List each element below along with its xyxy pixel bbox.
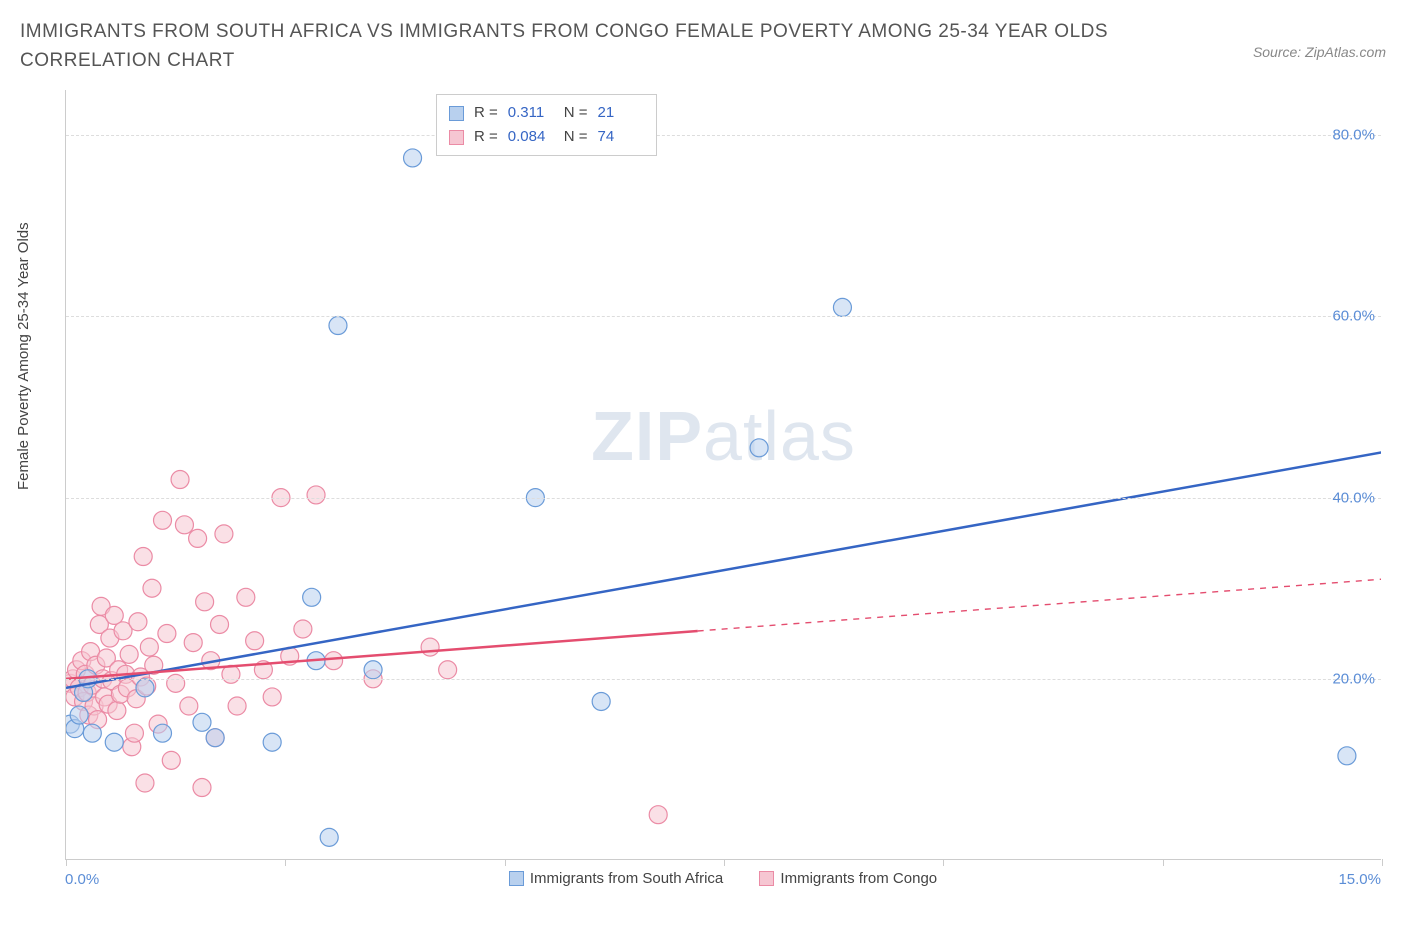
grid-line — [66, 135, 1381, 136]
data-point — [750, 439, 768, 457]
data-point — [167, 674, 185, 692]
data-point — [175, 516, 193, 534]
data-point — [364, 661, 382, 679]
data-point — [184, 634, 202, 652]
n-value-2: 74 — [598, 125, 644, 149]
data-point — [246, 632, 264, 650]
r-value-2: 0.084 — [508, 125, 554, 149]
data-point — [592, 692, 610, 710]
data-point — [196, 593, 214, 611]
grid-line — [66, 679, 1381, 680]
data-point — [140, 638, 158, 656]
data-point — [1338, 747, 1356, 765]
data-point — [307, 486, 325, 504]
legend-row-series-2: R = 0.084 N = 74 — [449, 125, 644, 149]
data-point — [833, 298, 851, 316]
grid-line — [66, 498, 1381, 499]
data-point — [263, 688, 281, 706]
data-point — [136, 774, 154, 792]
data-point — [263, 733, 281, 751]
series-legend: Immigrants from South Africa Immigrants … — [65, 870, 1381, 890]
data-point — [143, 579, 161, 597]
data-point — [215, 525, 233, 543]
data-point — [154, 511, 172, 529]
data-point — [171, 471, 189, 489]
data-point — [180, 697, 198, 715]
y-tick-label: 60.0% — [1332, 308, 1375, 325]
data-point — [129, 613, 147, 631]
trend-line-dashed — [698, 579, 1381, 631]
data-point — [70, 706, 88, 724]
data-point — [421, 638, 439, 656]
r-value-1: 0.311 — [508, 101, 554, 125]
data-point — [105, 733, 123, 751]
data-point — [108, 702, 126, 720]
swatch-series-2 — [449, 130, 464, 145]
swatch-legend-2 — [759, 871, 774, 886]
legend-label-1: Immigrants from South Africa — [530, 870, 723, 887]
chart-title: IMMIGRANTS FROM SOUTH AFRICA VS IMMIGRAN… — [20, 18, 1140, 75]
swatch-series-1 — [449, 106, 464, 121]
chart-source: Source: ZipAtlas.com — [1253, 18, 1386, 60]
x-tick — [1382, 859, 1383, 866]
data-point — [237, 588, 255, 606]
legend-item-2: Immigrants from Congo — [759, 870, 937, 887]
trend-line-solid — [66, 452, 1381, 688]
y-tick-label: 80.0% — [1332, 127, 1375, 144]
grid-line — [66, 316, 1381, 317]
n-value-1: 21 — [598, 101, 644, 125]
r-label: R = — [474, 125, 498, 149]
data-point — [206, 729, 224, 747]
data-point — [120, 645, 138, 663]
data-point — [325, 652, 343, 670]
y-axis-label: Female Poverty Among 25-34 Year Olds — [15, 222, 32, 490]
data-point — [303, 588, 321, 606]
data-point — [136, 679, 154, 697]
data-point — [320, 828, 338, 846]
data-point — [83, 724, 101, 742]
data-point — [158, 625, 176, 643]
data-point — [162, 751, 180, 769]
y-tick-label: 20.0% — [1332, 670, 1375, 687]
data-point — [193, 779, 211, 797]
y-tick-label: 40.0% — [1332, 489, 1375, 506]
n-label: N = — [564, 125, 588, 149]
data-point — [228, 697, 246, 715]
data-point — [193, 713, 211, 731]
r-label: R = — [474, 101, 498, 125]
data-point — [404, 149, 422, 167]
legend-row-series-1: R = 0.311 N = 21 — [449, 101, 644, 125]
n-label: N = — [564, 101, 588, 125]
data-point — [294, 620, 312, 638]
data-point — [439, 661, 457, 679]
chart-header: IMMIGRANTS FROM SOUTH AFRICA VS IMMIGRAN… — [0, 0, 1406, 85]
data-point — [329, 317, 347, 335]
legend-item-1: Immigrants from South Africa — [509, 870, 723, 887]
correlation-legend: R = 0.311 N = 21 R = 0.084 N = 74 — [436, 94, 657, 156]
data-point — [154, 724, 172, 742]
plot-area: ZIPatlas R = 0.311 N = 21 R = 0.084 N = … — [65, 90, 1381, 860]
plot-svg — [66, 90, 1381, 859]
data-point — [189, 529, 207, 547]
data-point — [125, 724, 143, 742]
data-point — [211, 615, 229, 633]
data-point — [649, 806, 667, 824]
chart-container: Female Poverty Among 25-34 Year Olds ZIP… — [20, 90, 1386, 910]
legend-label-2: Immigrants from Congo — [780, 870, 937, 887]
data-point — [134, 548, 152, 566]
swatch-legend-1 — [509, 871, 524, 886]
